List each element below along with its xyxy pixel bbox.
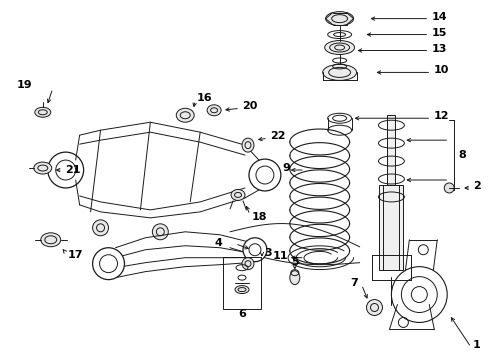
Text: 1: 1 (472, 340, 480, 350)
Ellipse shape (322, 64, 356, 80)
Text: 4: 4 (214, 238, 222, 248)
Circle shape (243, 238, 266, 262)
Circle shape (443, 183, 453, 193)
Text: 11: 11 (272, 251, 287, 261)
Text: 2: 2 (472, 181, 480, 191)
Bar (386, 115, 395, 185)
Ellipse shape (242, 138, 253, 152)
Circle shape (242, 258, 253, 270)
Bar (379, 185, 403, 270)
Circle shape (366, 300, 382, 315)
Bar (223, 257, 261, 309)
Text: 10: 10 (432, 66, 447, 76)
Ellipse shape (325, 12, 353, 26)
Text: 13: 13 (430, 44, 446, 54)
Ellipse shape (176, 108, 194, 122)
Text: 22: 22 (269, 131, 285, 141)
Text: 18: 18 (251, 212, 267, 222)
Text: 20: 20 (242, 101, 257, 111)
Circle shape (92, 248, 124, 280)
Ellipse shape (35, 107, 51, 117)
Text: 7: 7 (349, 278, 357, 288)
Circle shape (48, 152, 83, 188)
Text: 3: 3 (264, 248, 271, 258)
Ellipse shape (289, 271, 299, 285)
Circle shape (92, 220, 108, 236)
Ellipse shape (207, 105, 221, 116)
Circle shape (248, 159, 280, 191)
Text: 9: 9 (282, 163, 289, 173)
Text: 15: 15 (430, 28, 446, 37)
Text: 21: 21 (64, 165, 80, 175)
Text: 19: 19 (17, 80, 32, 90)
Text: 5: 5 (290, 257, 298, 267)
Circle shape (152, 224, 168, 240)
Ellipse shape (34, 162, 52, 174)
Ellipse shape (230, 189, 244, 201)
Text: 17: 17 (67, 250, 83, 260)
Text: 8: 8 (457, 150, 465, 160)
Text: 6: 6 (238, 310, 245, 319)
Ellipse shape (235, 285, 248, 293)
Ellipse shape (324, 41, 354, 54)
Ellipse shape (41, 233, 61, 247)
Text: 14: 14 (430, 12, 446, 22)
Text: 12: 12 (432, 111, 448, 121)
Text: 16: 16 (197, 93, 212, 103)
